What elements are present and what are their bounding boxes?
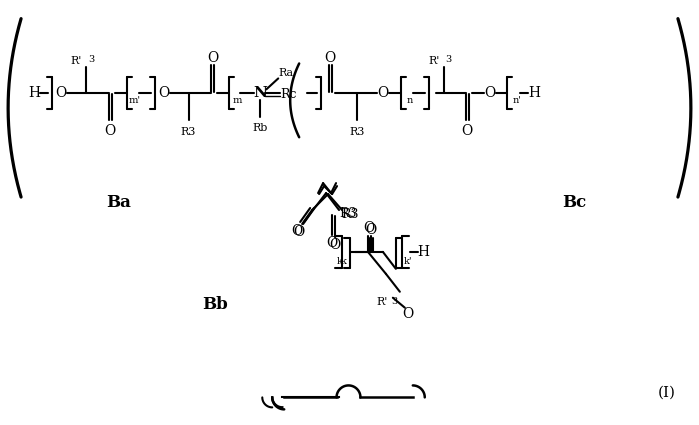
Text: R': R' xyxy=(71,57,82,66)
Text: k: k xyxy=(341,258,347,266)
Text: O: O xyxy=(363,221,375,235)
Text: O: O xyxy=(461,124,473,138)
Text: O: O xyxy=(294,225,305,239)
Text: Ba: Ba xyxy=(106,193,131,210)
Text: Ra: Ra xyxy=(279,68,294,79)
Text: H: H xyxy=(28,86,40,100)
Text: O: O xyxy=(324,51,336,65)
Text: m: m xyxy=(233,96,242,105)
Text: O: O xyxy=(104,124,115,138)
Text: O: O xyxy=(158,86,169,100)
Text: Bc: Bc xyxy=(562,193,586,210)
Text: R': R' xyxy=(377,297,388,307)
Text: O: O xyxy=(329,238,340,252)
Text: m': m' xyxy=(129,96,140,105)
Text: R3: R3 xyxy=(350,127,365,137)
Text: H: H xyxy=(418,245,430,259)
Text: 3: 3 xyxy=(446,55,452,64)
Text: k: k xyxy=(337,258,343,266)
Text: O: O xyxy=(402,307,413,321)
Text: O: O xyxy=(55,86,66,100)
Text: Bb: Bb xyxy=(203,296,229,313)
Text: R3: R3 xyxy=(181,127,196,137)
Text: 3: 3 xyxy=(391,297,398,306)
Text: Rb: Rb xyxy=(252,123,268,133)
Text: Rc: Rc xyxy=(280,88,296,101)
Text: (I): (I) xyxy=(658,385,676,400)
Text: R3: R3 xyxy=(341,209,359,221)
Text: n': n' xyxy=(513,96,522,105)
Text: O: O xyxy=(326,236,338,250)
Text: O: O xyxy=(207,51,218,65)
Text: 3: 3 xyxy=(88,55,94,64)
Text: R': R' xyxy=(428,57,440,66)
Text: n: n xyxy=(407,96,413,105)
Text: R3: R3 xyxy=(339,207,356,221)
Text: O: O xyxy=(291,224,303,238)
Text: H: H xyxy=(528,86,540,100)
Text: O: O xyxy=(377,86,389,100)
Text: O: O xyxy=(484,86,495,100)
Text: k': k' xyxy=(403,258,412,266)
Text: N: N xyxy=(253,86,267,100)
Text: O: O xyxy=(366,223,377,237)
